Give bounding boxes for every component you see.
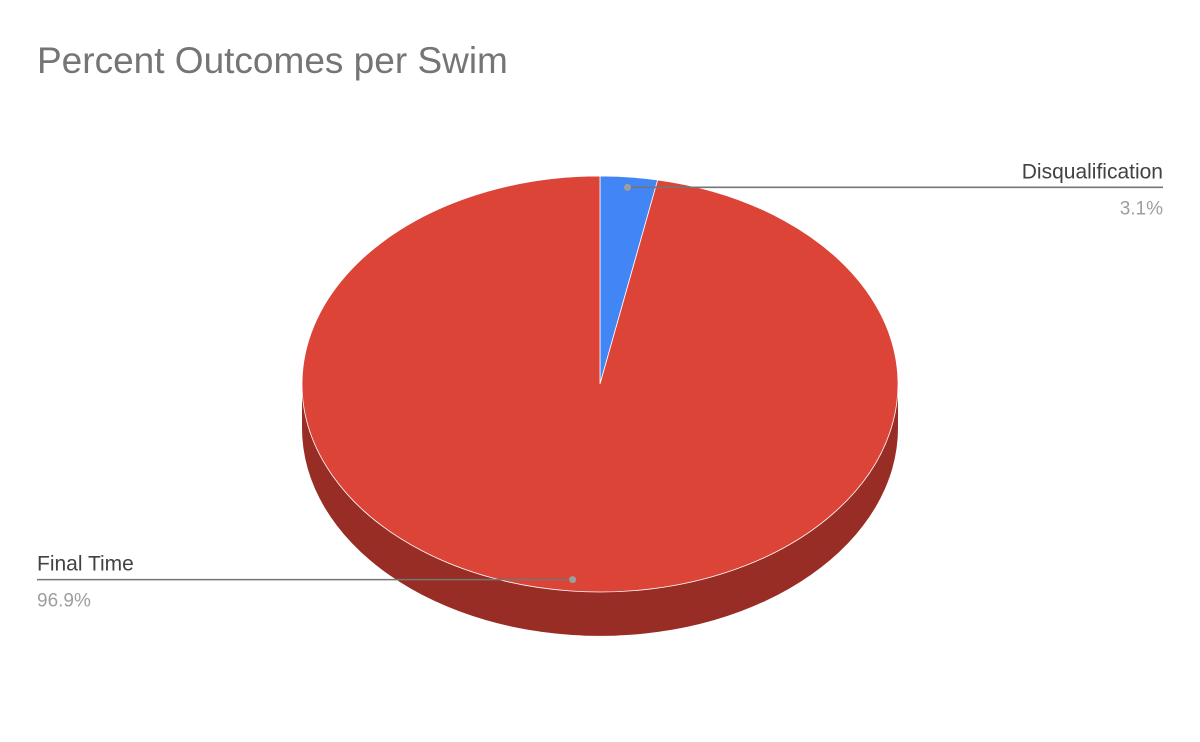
slice-value-final-time: 96.9% (37, 591, 91, 612)
chart-title: Percent Outcomes per Swim (37, 40, 508, 81)
pie-slice-final-time[interactable] (301, 175, 899, 593)
pie-top-layer (301, 175, 899, 593)
pie-side-final-time (302, 384, 898, 636)
pie-side-layer (302, 384, 898, 636)
leader-dot-disqualification (624, 183, 632, 191)
pie-label-layer: Disqualification 3.1% Final Time 96.9% (37, 160, 1163, 612)
slice-label-disqualification: Disqualification (1022, 160, 1163, 183)
slice-label-final-time: Final Time (37, 553, 134, 576)
leader-dot-final-time (569, 576, 577, 584)
slice-value-disqualification: 3.1% (1120, 198, 1163, 219)
